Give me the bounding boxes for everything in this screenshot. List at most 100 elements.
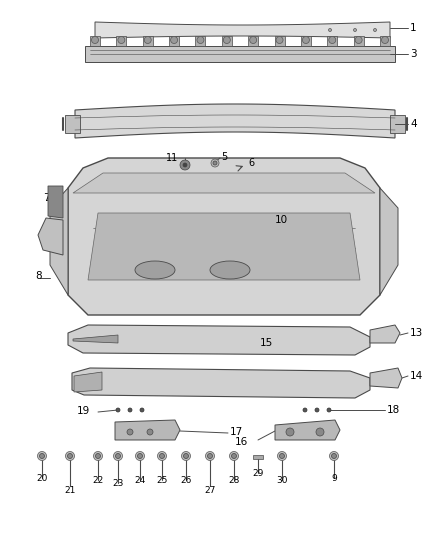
Circle shape — [223, 36, 230, 44]
Polygon shape — [68, 158, 380, 315]
Circle shape — [355, 36, 362, 44]
Circle shape — [170, 36, 177, 44]
Circle shape — [381, 36, 389, 44]
Circle shape — [118, 36, 125, 44]
Circle shape — [135, 451, 145, 461]
Polygon shape — [195, 36, 205, 46]
Text: 29: 29 — [252, 469, 264, 478]
Circle shape — [128, 408, 132, 412]
Polygon shape — [85, 46, 395, 62]
Text: 18: 18 — [387, 405, 400, 415]
Circle shape — [374, 28, 377, 31]
Polygon shape — [48, 186, 63, 218]
Circle shape — [147, 429, 153, 435]
Polygon shape — [143, 36, 153, 46]
Circle shape — [328, 28, 332, 31]
Polygon shape — [169, 36, 179, 46]
Circle shape — [302, 36, 309, 44]
Text: 23: 23 — [112, 479, 124, 488]
Polygon shape — [73, 173, 375, 193]
Circle shape — [116, 408, 120, 412]
Text: 10: 10 — [275, 215, 288, 225]
Polygon shape — [73, 335, 118, 343]
Circle shape — [116, 454, 120, 458]
Polygon shape — [65, 115, 80, 133]
Text: 15: 15 — [260, 338, 273, 348]
Polygon shape — [38, 218, 63, 255]
Circle shape — [38, 451, 46, 461]
Text: 7: 7 — [43, 193, 50, 203]
Circle shape — [95, 454, 100, 458]
Polygon shape — [248, 36, 258, 46]
Circle shape — [66, 451, 74, 461]
Circle shape — [138, 454, 142, 458]
Polygon shape — [117, 36, 127, 46]
Circle shape — [329, 451, 339, 461]
Polygon shape — [90, 36, 100, 46]
Text: 13: 13 — [410, 328, 423, 338]
Circle shape — [205, 451, 215, 461]
Text: 24: 24 — [134, 476, 145, 485]
Text: 25: 25 — [156, 476, 168, 485]
Text: 26: 26 — [180, 476, 192, 485]
Polygon shape — [380, 36, 390, 46]
Circle shape — [211, 159, 219, 167]
Circle shape — [127, 429, 133, 435]
Text: 1: 1 — [410, 23, 417, 33]
Circle shape — [315, 408, 319, 412]
Text: 11: 11 — [166, 153, 178, 163]
Polygon shape — [74, 372, 102, 392]
Text: 28: 28 — [228, 476, 240, 485]
Text: 27: 27 — [204, 486, 215, 495]
Circle shape — [279, 454, 285, 458]
Polygon shape — [275, 420, 340, 440]
Circle shape — [316, 428, 324, 436]
Polygon shape — [95, 22, 390, 38]
Text: 19: 19 — [77, 406, 90, 416]
Circle shape — [276, 36, 283, 44]
Circle shape — [159, 454, 165, 458]
Text: 4: 4 — [410, 119, 417, 129]
Circle shape — [183, 163, 187, 167]
Circle shape — [144, 36, 151, 44]
Circle shape — [303, 408, 307, 412]
Polygon shape — [72, 368, 370, 398]
Circle shape — [329, 36, 336, 44]
Polygon shape — [115, 420, 180, 440]
Polygon shape — [222, 36, 232, 46]
Circle shape — [181, 451, 191, 461]
Circle shape — [278, 451, 286, 461]
Polygon shape — [370, 325, 400, 343]
Text: 3: 3 — [410, 49, 417, 59]
Circle shape — [180, 160, 190, 170]
Ellipse shape — [210, 261, 250, 279]
Circle shape — [67, 454, 73, 458]
Text: 22: 22 — [92, 476, 104, 485]
Circle shape — [197, 36, 204, 44]
Circle shape — [39, 454, 45, 458]
Circle shape — [158, 451, 166, 461]
Text: 16: 16 — [235, 437, 248, 447]
Circle shape — [286, 428, 294, 436]
Text: 8: 8 — [35, 271, 42, 281]
Circle shape — [232, 454, 237, 458]
Circle shape — [184, 454, 188, 458]
Ellipse shape — [135, 261, 175, 279]
Circle shape — [208, 454, 212, 458]
Polygon shape — [353, 36, 364, 46]
Polygon shape — [301, 36, 311, 46]
Circle shape — [327, 408, 331, 412]
Polygon shape — [390, 115, 405, 133]
Text: 20: 20 — [36, 474, 48, 483]
Circle shape — [230, 451, 239, 461]
Polygon shape — [275, 36, 285, 46]
Polygon shape — [68, 325, 370, 355]
Polygon shape — [253, 455, 263, 459]
Text: 14: 14 — [410, 371, 423, 381]
Text: 9: 9 — [331, 474, 337, 483]
Circle shape — [213, 161, 217, 165]
Circle shape — [353, 28, 357, 31]
Text: 21: 21 — [64, 486, 76, 495]
Circle shape — [93, 451, 102, 461]
Circle shape — [113, 451, 123, 461]
